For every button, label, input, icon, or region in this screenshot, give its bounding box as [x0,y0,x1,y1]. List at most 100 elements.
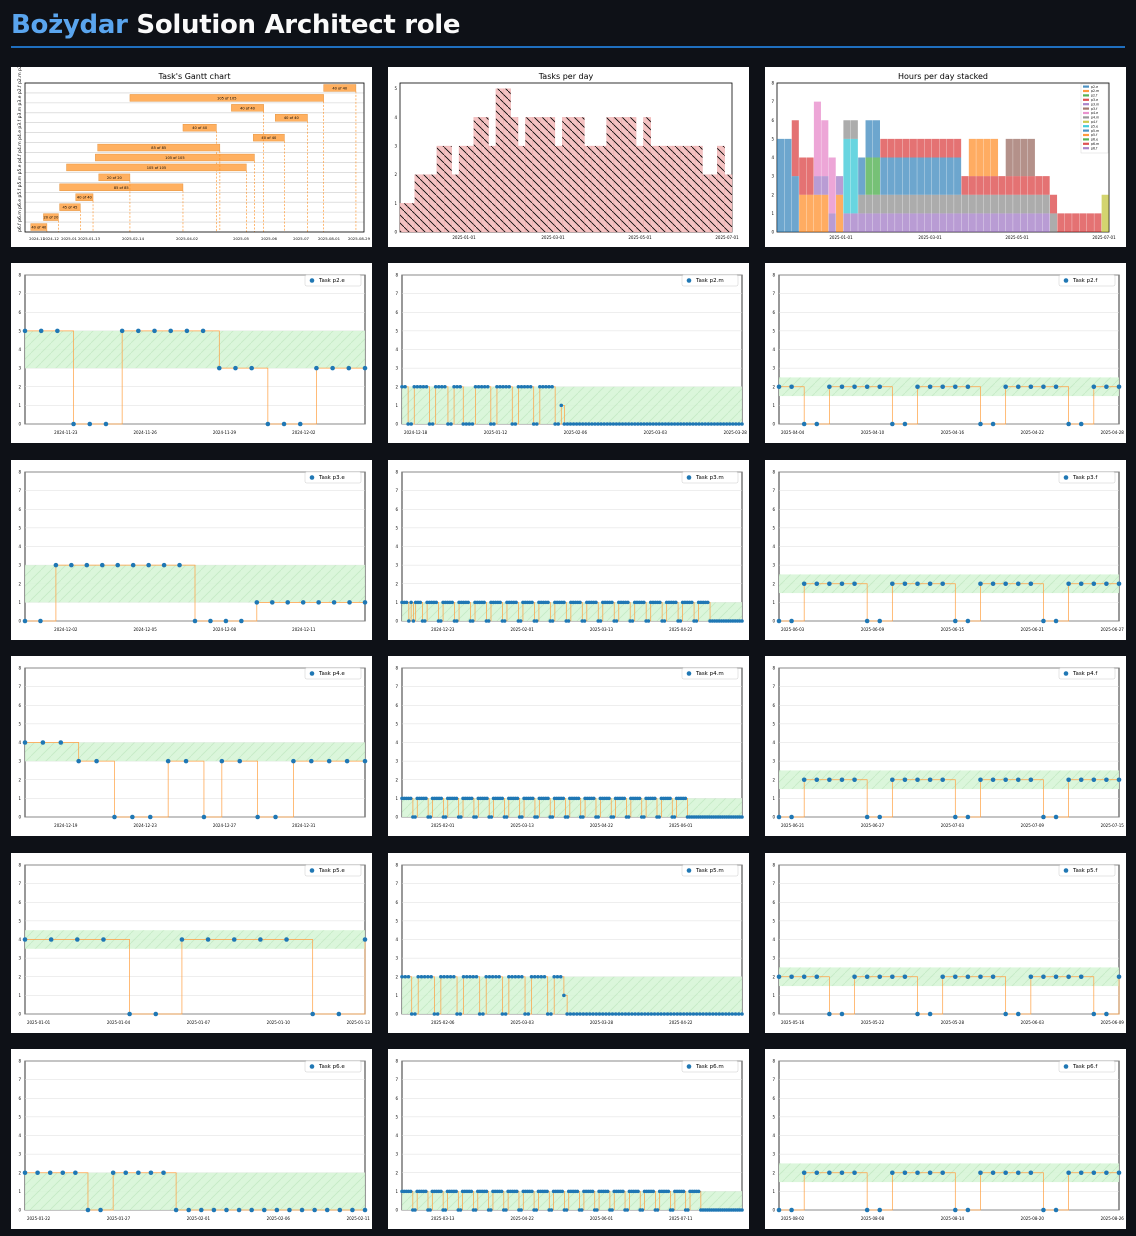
data-point [915,1011,920,1017]
bar-hatch [658,146,666,232]
x-tick-label: 2024-11-23 [54,430,78,435]
data-point [776,814,782,820]
stacked-bar-segment [850,213,858,232]
y-tick-label: 8 [18,470,21,475]
chart-svg: 0 1 2 3 4 5 6 7 8 Task p6.m 2025-03-13 2025-04-22 20… [395,1059,744,1221]
data-point [254,600,260,605]
x-tick-label: 2024-11-29 [213,430,237,435]
y-tick-label: 2 [395,1170,398,1175]
x-tick-label: 2025-02-06 [267,1216,291,1221]
data-point [518,619,523,623]
y-tick-label: 6 [395,900,398,905]
data-point [727,1012,731,1016]
data-point [665,1012,670,1016]
y-tick-label: 3 [772,366,775,371]
data-point [940,1170,946,1176]
y-tick-label: 7 [395,291,398,296]
data-point [704,1012,709,1016]
data-point [952,384,958,390]
x-tick-label: 2024-12-08 [213,627,237,632]
bar-hatch [643,117,651,232]
gantt-bar [59,183,184,191]
data-point [814,1170,820,1176]
y-tick-label: 1 [772,993,775,998]
data-point [597,1012,602,1016]
data-point [469,1189,474,1194]
data-point [487,974,492,979]
data-point [413,1208,417,1212]
stacked-bar-segment [1042,176,1050,195]
data-point [839,384,845,390]
data-point [668,1012,673,1016]
data-point [915,1170,920,1176]
bar-hatch [414,174,423,232]
bar-hatch [687,146,696,232]
y-tick-label: 2 [771,192,774,197]
data-point [560,1189,565,1194]
data-point [446,422,450,426]
x-tick-label: 2025-04-22 [1021,430,1045,435]
data-point [152,328,157,334]
y-tick-label: 3 [772,759,775,764]
data-point [675,422,680,426]
data-point [458,384,462,389]
data-point [130,814,135,820]
chart-svg: 0 1 2 3 4 5 6 7 8 Task p6.e 2025-01-22 2025-01-27 20… [18,1059,370,1222]
data-point [636,1189,640,1194]
y-tick-label: 4 [395,740,398,745]
data-point [177,562,182,568]
x-tick-label: 2025-03-01 [541,235,565,240]
data-point [651,1189,656,1194]
y-tick-label: 8 [772,863,775,868]
y-tick-label: 2 [18,974,21,979]
x-tick-label: 2025-04-22 [590,823,614,828]
data-point [565,1012,569,1016]
y-tick-label: 6 [395,310,398,315]
data-point [593,422,597,426]
data-point [902,581,908,587]
data-point [990,777,996,783]
data-point [646,1012,650,1016]
data-point [575,1189,580,1194]
data-point [724,1012,728,1016]
bar-hatch [451,174,460,232]
legend-swatch [1083,107,1089,110]
data-point [1116,581,1122,587]
stacked-bar-segment [1094,213,1102,232]
data-point [103,421,109,427]
stacked-bar-segment [828,157,836,214]
gantt-bar [323,84,357,92]
x-tick-label: 2025-01-27 [107,1216,131,1221]
gantt-bar-label: 20 of 20 [107,176,123,180]
data-point [646,619,651,623]
data-point [459,815,463,819]
data-point [590,422,594,426]
y-tick-label: 5 [772,721,775,726]
data-point [1104,777,1109,783]
y-tick-label: 6 [772,310,775,315]
data-point [662,1012,667,1016]
x-tick-label: 2025-02-06 [431,1020,455,1025]
legend-swatch [1083,129,1089,132]
stacked-bar-segment [990,176,999,195]
data-point [555,974,560,979]
data-point [468,974,472,979]
data-point [990,1170,996,1176]
legend-label: p2.m [1091,89,1099,93]
stacked-bar-segment [887,157,895,195]
stacked-bar-segment [917,213,925,232]
stacked-bar-segment [946,138,954,158]
data-point [724,422,729,426]
bar-hatch [636,146,644,232]
data-point [299,1207,305,1213]
x-tick-label: 2025-02-14 [122,236,145,241]
data-point [990,974,996,980]
data-point [168,328,174,334]
data-point [658,600,662,605]
chart-svg: 0 1 2 3 4 5 6 7 8 Task p5.e 2025-01-01 2025-01-04 20… [18,863,370,1026]
stacked-bar-segment [931,138,940,158]
x-tick-label: 2025-01-22 [27,1216,51,1221]
legend-marker [309,278,315,283]
y-tick-label: 1 [395,993,398,998]
bar-hatch [613,117,622,232]
